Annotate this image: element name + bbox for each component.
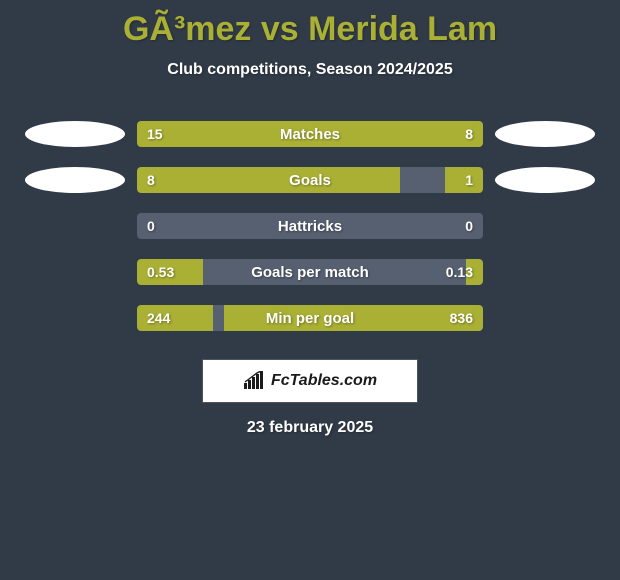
bar-right-fill <box>224 305 484 331</box>
bar-left-fill <box>137 121 362 147</box>
bar-right-fill <box>445 167 483 193</box>
stat-bar: 244 836 Min per goal <box>137 305 483 331</box>
watermark-box: FcTables.com <box>202 359 418 403</box>
stat-row: 0.53 0.13 Goals per match <box>0 249 620 295</box>
stat-row: 8 1 Goals <box>0 157 620 203</box>
bar-right-fill <box>466 259 483 285</box>
footer-date: 23 february 2025 <box>0 419 620 437</box>
stat-row: 0 0 Hattricks <box>0 203 620 249</box>
stat-bar: 15 8 Matches <box>137 121 483 147</box>
page-title: GÃ³mez vs Merida Lam <box>0 0 620 49</box>
stat-row: 244 836 Min per goal <box>0 295 620 341</box>
page: GÃ³mez vs Merida Lam Club competitions, … <box>0 0 620 580</box>
stats-rows: 15 8 Matches 8 1 Goals 0 0 <box>0 111 620 341</box>
bar-left-fill <box>137 259 203 285</box>
player-right-ellipse <box>495 121 595 147</box>
stat-label: Hattricks <box>137 213 483 239</box>
stat-right-value: 0 <box>465 213 473 239</box>
bar-right-fill <box>362 121 483 147</box>
stat-left-value: 0 <box>147 213 155 239</box>
stat-row: 15 8 Matches <box>0 111 620 157</box>
bar-chart-icon <box>243 371 265 391</box>
watermark-text: FcTables.com <box>271 372 377 390</box>
player-right-ellipse <box>495 167 595 193</box>
stat-bar: 0.53 0.13 Goals per match <box>137 259 483 285</box>
stat-bar: 0 0 Hattricks <box>137 213 483 239</box>
page-subtitle: Club competitions, Season 2024/2025 <box>0 61 620 79</box>
stat-bar: 8 1 Goals <box>137 167 483 193</box>
player-left-ellipse <box>25 167 125 193</box>
bar-left-fill <box>137 305 213 331</box>
player-left-ellipse <box>25 121 125 147</box>
bar-left-fill <box>137 167 400 193</box>
